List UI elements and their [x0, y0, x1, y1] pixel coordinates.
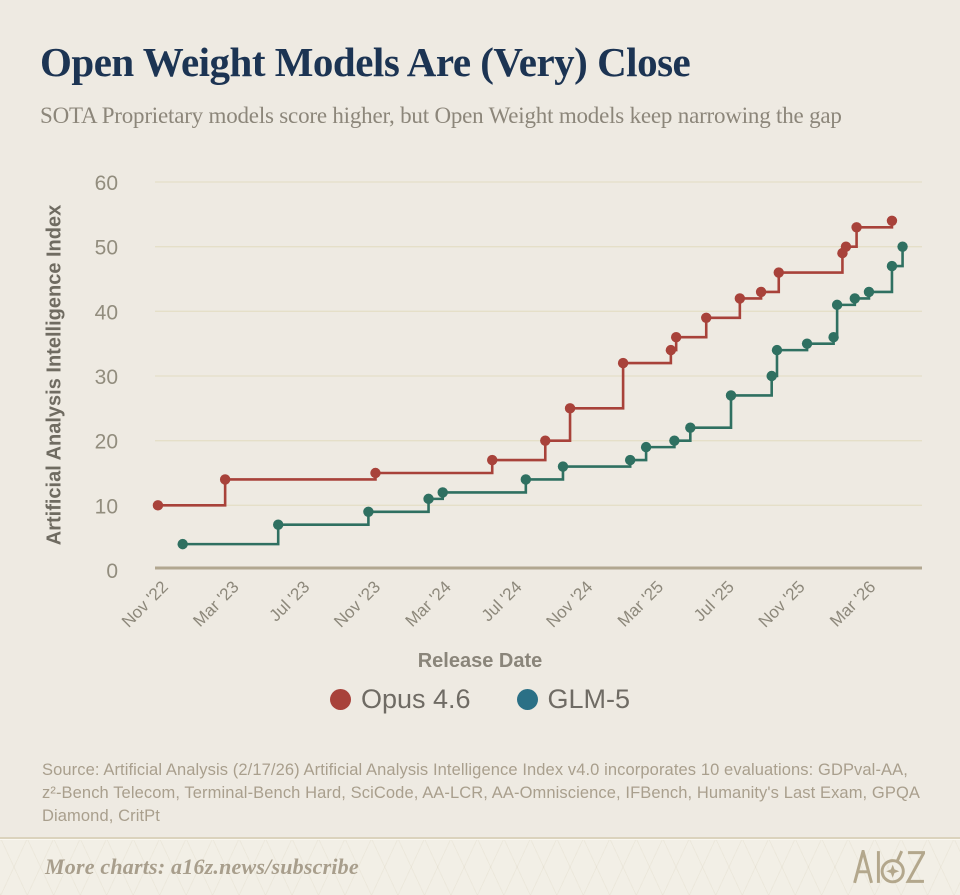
y-tick-label: 50 [95, 237, 118, 260]
y-axis-title: Artificial Analysis Intelligence Index [43, 204, 66, 546]
source-line: Source: Artificial Analysis (2/17/26) Ar… [42, 761, 908, 779]
legend-item-glm: GLM-5 [516, 684, 631, 715]
x-tick-label: Nov '22 [118, 577, 172, 631]
data-point-glm-5 [766, 370, 777, 382]
legend-dot-glm-icon [516, 689, 538, 710]
data-point-opus-4-6 [665, 344, 677, 356]
data-point-glm-5 [557, 461, 569, 472]
data-point-glm-5 [423, 493, 434, 505]
data-point-opus-4-6 [487, 454, 498, 466]
data-point-glm-5 [640, 441, 652, 453]
data-point-glm-5 [863, 286, 875, 298]
data-point-opus-4-6 [564, 403, 576, 414]
x-tick-label: Mar '26 [826, 577, 879, 630]
data-point-opus-4-6 [851, 222, 862, 233]
data-point-glm-5 [831, 299, 843, 311]
x-tick-label: Jul '23 [266, 577, 314, 625]
x-tick-label: Jul '24 [478, 577, 526, 625]
legend-item-opus: Opus 4.6 [329, 684, 471, 715]
data-point-opus-4-6 [773, 267, 784, 278]
series-line-opus-4-6 [157, 220, 894, 507]
y-tick-label: 20 [95, 431, 118, 454]
data-point-glm-5 [849, 293, 861, 304]
data-point-opus-4-6 [617, 357, 629, 369]
y-tick-label: 30 [95, 366, 118, 389]
data-point-opus-4-6 [219, 474, 231, 485]
source-note: Source: Artificial Analysis (2/17/26) Ar… [42, 759, 932, 828]
data-point-glm-5 [363, 506, 374, 517]
y-tick-label: 10 [95, 495, 118, 518]
x-tick-label: Mar '23 [189, 577, 242, 630]
legend-dot-opus-icon [329, 689, 351, 710]
y-tick-label: 60 [95, 172, 118, 195]
x-tick-label: Nov '23 [330, 577, 384, 631]
subscribe-link[interactable]: More charts: a16z.news/subscribe [45, 854, 359, 879]
source-line: z²-Bench Telecom, Terminal-Bench Hard, S… [42, 784, 920, 802]
data-point-glm-5 [273, 519, 284, 530]
x-tick-label: Jul '25 [690, 577, 738, 625]
x-tick-label: Nov '24 [543, 577, 597, 631]
data-point-glm-5 [801, 338, 813, 349]
data-point-glm-5 [771, 344, 783, 356]
data-point-glm-5 [669, 435, 680, 446]
intelligence-index-chart: 0 10 20 30 40 50 60 Nov '22 Mar '23 Jul '23 Nov '2… [95, 172, 922, 631]
data-point-glm-5 [624, 454, 636, 466]
data-point-glm-5 [886, 260, 898, 272]
y-tick-label: 0 [106, 560, 118, 583]
footer-bar: More charts: a16z.news/subscribe [0, 837, 960, 895]
data-point-glm-5 [437, 487, 448, 498]
data-point-glm-5 [897, 241, 908, 252]
legend: Opus 4.6 GLM-5 [0, 684, 960, 715]
x-axis-title: Release Date [417, 650, 543, 672]
data-point-glm-5 [520, 474, 532, 485]
data-point-opus-4-6 [734, 293, 746, 304]
data-point-opus-4-6 [701, 312, 712, 323]
data-point-opus-4-6 [886, 215, 898, 226]
legend-label-glm: GLM-5 [547, 684, 631, 714]
data-point-opus-4-6 [840, 241, 852, 252]
y-tick-label: 40 [95, 301, 118, 324]
legend-label-opus: Opus 4.6 [360, 684, 471, 714]
data-point-opus-4-6 [755, 286, 767, 298]
x-tick-label: Mar '24 [402, 577, 455, 630]
data-point-opus-4-6 [540, 435, 551, 446]
x-tick-label: Mar '25 [614, 577, 667, 630]
page-subtitle: SOTA Proprietary models score higher, bu… [40, 103, 842, 128]
a16z-logo-icon [853, 850, 925, 884]
data-point-glm-5 [725, 390, 737, 401]
data-point-glm-5 [828, 331, 839, 343]
source-line: Diamond, CritPt [42, 807, 160, 825]
x-tick-label: Nov '25 [755, 577, 809, 631]
page-title: Open Weight Models Are (Very) Close [40, 39, 691, 85]
data-point-glm-5 [177, 538, 188, 550]
data-point-opus-4-6 [152, 500, 164, 511]
data-point-opus-4-6 [370, 467, 381, 479]
data-point-glm-5 [685, 422, 696, 433]
series-line-glm-5 [182, 246, 904, 546]
data-point-opus-4-6 [670, 331, 682, 343]
